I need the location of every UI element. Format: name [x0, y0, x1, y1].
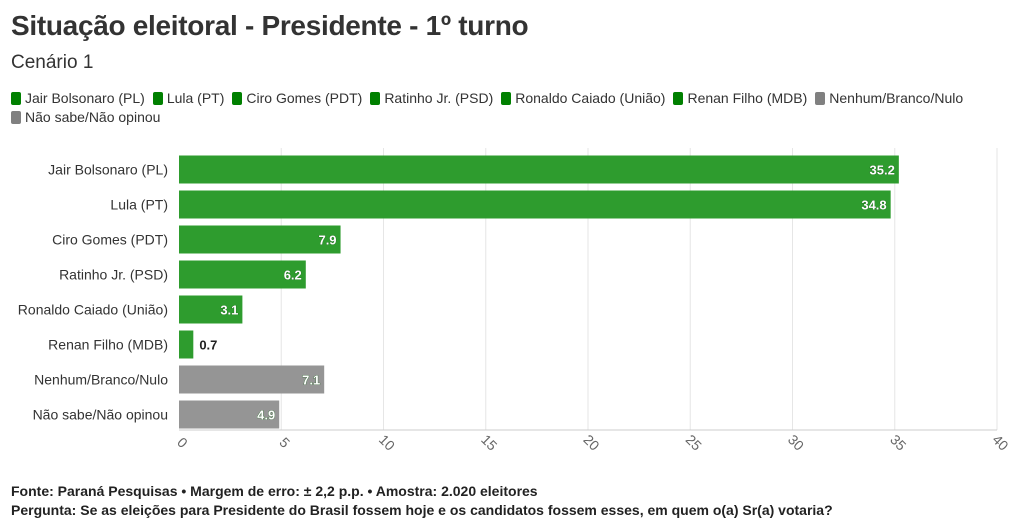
legend-item[interactable]: Nenhum/Branco/Nulo: [815, 90, 963, 106]
x-tick-label: 30: [785, 431, 807, 453]
category-label: Ronaldo Caiado (União): [18, 302, 168, 318]
category-label: Ratinho Jr. (PSD): [59, 267, 168, 283]
data-label: 0.7: [199, 338, 217, 353]
legend-swatch: [501, 91, 512, 105]
legend-item[interactable]: Ratinho Jr. (PSD): [370, 90, 493, 106]
bar: [179, 260, 306, 289]
x-tick-label: 5: [276, 434, 293, 451]
data-label: 34.8: [861, 198, 886, 213]
x-tick-label: 40: [989, 431, 1011, 453]
bar: [179, 330, 194, 359]
legend: Jair Bolsonaro (PL) Lula (PT) Ciro Gomes (…: [11, 90, 1011, 125]
bar: [179, 295, 243, 324]
bar: [179, 400, 280, 429]
data-label: 7.9: [318, 233, 336, 248]
legend-item[interactable]: Jair Bolsonaro (PL): [11, 90, 145, 106]
chart-title: Situação eleitoral - Presidente - 1º tur…: [11, 10, 529, 41]
bar: [179, 225, 341, 254]
chart-subtitle: Cenário 1: [11, 52, 94, 73]
category-label: Nenhum/Branco/Nulo: [34, 372, 168, 388]
legend-item[interactable]: Ronaldo Caiado (União): [501, 90, 665, 106]
bar: [179, 365, 325, 394]
category-label: Ciro Gomes (PDT): [52, 232, 168, 248]
legend-swatch: [152, 91, 163, 105]
legend-label: Ciro Gomes (PDT): [246, 90, 363, 106]
legend-item[interactable]: Lula (PT): [152, 90, 225, 106]
data-label: 6.2: [284, 268, 302, 283]
legend-swatch: [11, 110, 21, 124]
legend-swatch: [673, 91, 684, 105]
legend-label: Nenhum/Branco/Nulo: [829, 90, 964, 106]
data-label: 4.9: [257, 408, 275, 423]
x-tick-label: 20: [580, 431, 602, 453]
x-tick-label: 15: [478, 431, 500, 453]
x-tick-label: 25: [683, 431, 705, 453]
legend-item[interactable]: Não sabe/Não opinou: [11, 109, 160, 125]
legend-label: Não sabe/Não opinou: [25, 109, 161, 125]
category-label: Renan Filho (MDB): [48, 337, 168, 353]
legend-swatch: [232, 91, 243, 105]
legend-label: Ronaldo Caiado (União): [515, 90, 666, 106]
legend-swatch: [370, 91, 381, 105]
legend-item[interactable]: Renan Filho (MDB): [673, 90, 807, 106]
legend-label: Ratinho Jr. (PSD): [384, 90, 494, 106]
legend-swatch: [815, 91, 826, 105]
legend-label: Jair Bolsonaro (PL): [25, 90, 145, 106]
x-tick-label: 0: [174, 434, 191, 451]
legend-label: Lula (PT): [166, 90, 225, 106]
category-label: Jair Bolsonaro (PL): [48, 162, 168, 178]
source-note: Fonte: Paraná Pesquisas • Margem de erro…: [11, 483, 538, 499]
data-label: 3.1: [220, 303, 238, 318]
legend-item[interactable]: Ciro Gomes (PDT): [232, 90, 362, 106]
bar-chart: 0 5 10 15 20 25 30 35 40 Jair Bolsonaro (PL) 35.2 L…: [18, 148, 1012, 454]
question-note: Pergunta: Se as eleições para Presidente…: [11, 502, 833, 518]
category-label: Lula (PT): [110, 197, 168, 213]
legend-swatch: [11, 91, 21, 105]
legend-label: Renan Filho (MDB): [687, 90, 808, 106]
bar: [179, 155, 899, 184]
bar: [179, 190, 891, 219]
x-tick-label: 35: [887, 431, 909, 453]
category-label: Não sabe/Não opinou: [33, 407, 168, 423]
chart-footer: Fonte: Paraná Pesquisas • Margem de erro…: [11, 482, 833, 520]
x-tick-label: 10: [376, 431, 398, 453]
data-label: 35.2: [870, 163, 895, 178]
data-label: 7.1: [302, 373, 320, 388]
